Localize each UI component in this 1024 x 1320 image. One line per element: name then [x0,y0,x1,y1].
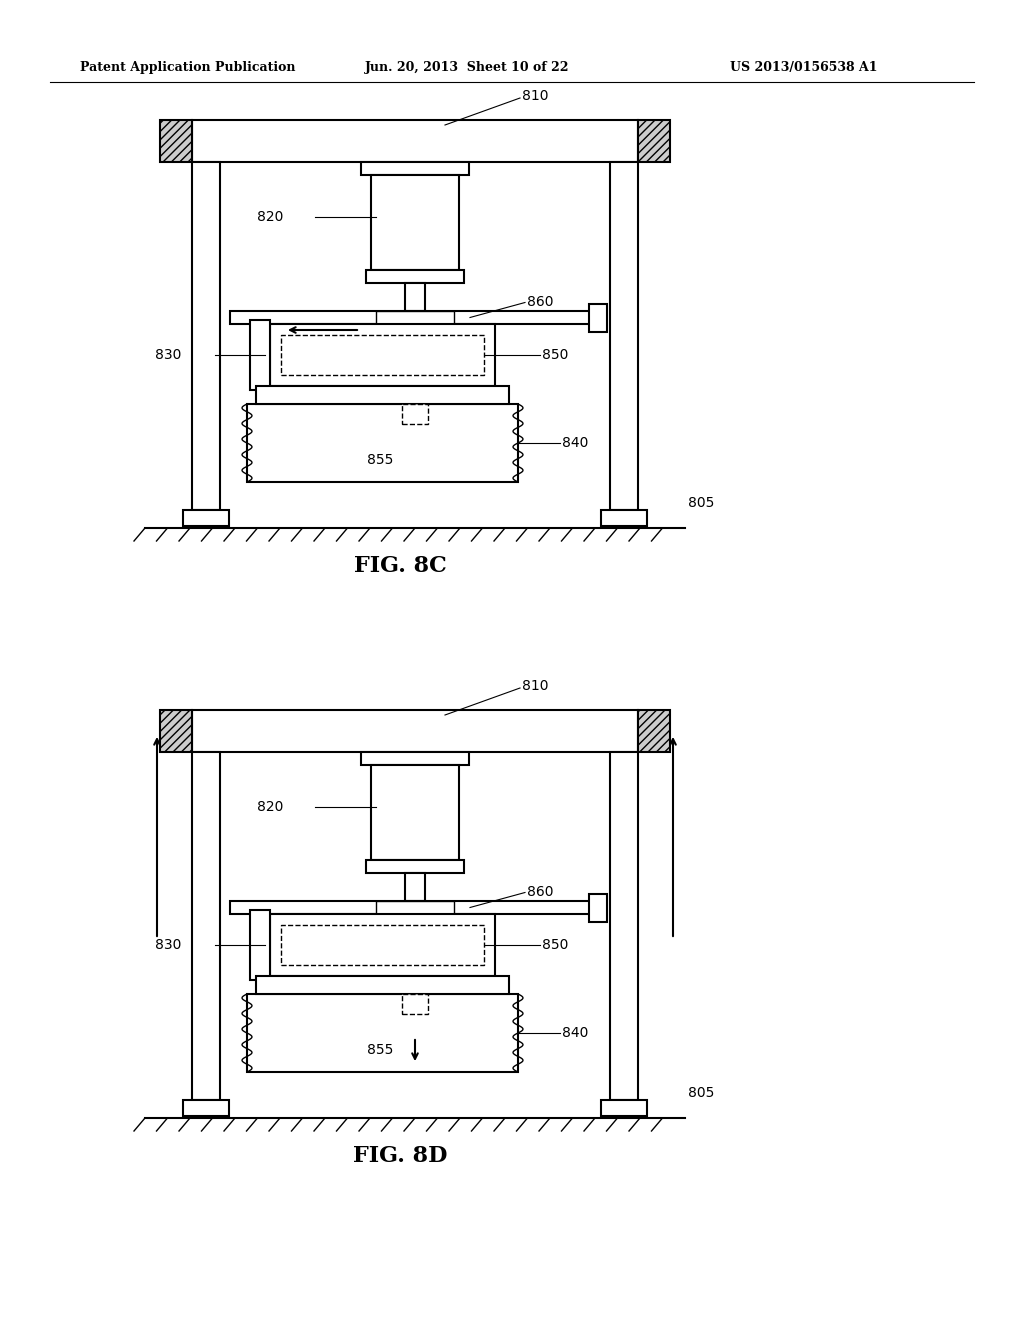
Text: 855: 855 [367,453,393,467]
Text: 840: 840 [562,1026,589,1040]
Bar [281,925,484,965]
Bar [160,710,193,752]
Bar [193,162,220,510]
Bar [193,710,638,752]
Bar [376,312,454,327]
Bar [402,994,428,1014]
Bar [638,710,670,752]
Bar [250,319,270,389]
Bar [601,510,647,525]
Text: 830: 830 [155,939,181,952]
Bar [366,271,464,282]
Text: FIG. 8C: FIG. 8C [353,554,446,577]
Bar [281,335,484,375]
Bar [247,994,518,1072]
Text: 850: 850 [542,939,568,952]
Bar [361,162,469,176]
Text: 860: 860 [527,294,554,309]
Bar [589,894,607,921]
Text: 810: 810 [522,88,549,103]
Text: US 2013/0156538 A1: US 2013/0156538 A1 [730,62,878,74]
Text: 860: 860 [527,884,554,899]
Bar [183,1100,229,1115]
Text: 850: 850 [542,348,568,362]
Bar [589,304,607,333]
Text: 805: 805 [688,1086,715,1100]
Bar [371,176,459,271]
Text: 820: 820 [257,800,284,814]
Bar [256,385,509,404]
Bar [193,752,220,1100]
Text: 840: 840 [562,436,589,450]
Text: Jun. 20, 2013  Sheet 10 of 22: Jun. 20, 2013 Sheet 10 of 22 [365,62,569,74]
Text: 805: 805 [688,496,715,510]
Bar [230,902,593,913]
Bar [376,902,454,917]
Bar [406,282,425,312]
Bar [256,975,509,994]
Bar [247,404,518,482]
Bar [270,323,495,385]
Bar [366,861,464,873]
Bar [183,510,229,525]
Text: 820: 820 [257,210,284,224]
Text: 810: 810 [522,678,549,693]
Bar [270,913,495,975]
Bar [610,162,638,510]
Text: 855: 855 [367,1043,393,1057]
Bar [371,766,459,861]
Bar [610,752,638,1100]
Bar [402,404,428,424]
Text: FIG. 8D: FIG. 8D [353,1144,447,1167]
Bar [361,752,469,766]
Text: Patent Application Publication: Patent Application Publication [80,62,296,74]
Bar [601,1100,647,1115]
Bar [230,312,593,323]
Text: 830: 830 [155,348,181,362]
Bar [406,873,425,902]
Bar [638,120,670,162]
Bar [193,120,638,162]
Bar [250,909,270,979]
Bar [160,120,193,162]
